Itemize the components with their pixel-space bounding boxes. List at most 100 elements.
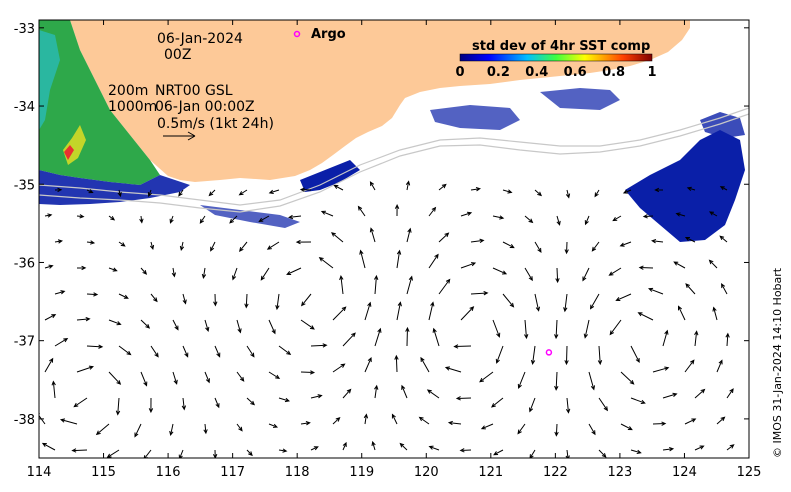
- colorbar-tick-label: 0.6: [564, 65, 587, 80]
- current-vector: [654, 187, 664, 193]
- current-vector: [638, 265, 654, 270]
- current-vector: [108, 215, 116, 221]
- current-vector: [320, 210, 334, 217]
- current-vector: [652, 421, 667, 426]
- current-vector: [86, 240, 96, 245]
- current-vector: [694, 330, 699, 347]
- lat-tick-label: -34: [14, 100, 35, 115]
- current-vector: [470, 238, 485, 244]
- lon-tick-label: 124: [672, 465, 697, 480]
- current-vector: [76, 317, 91, 322]
- current-vector: [268, 319, 276, 335]
- current-vector: [554, 319, 559, 340]
- current-vector: [246, 345, 255, 358]
- current-vector: [405, 326, 410, 347]
- current-vector: [239, 241, 248, 252]
- current-vector: [332, 417, 341, 425]
- current-vector: [204, 371, 210, 384]
- current-vector: [630, 397, 646, 404]
- lon-tick-label: 120: [414, 465, 439, 480]
- current-vector: [369, 227, 376, 243]
- current-vector: [118, 293, 129, 299]
- current-vector: [44, 213, 53, 218]
- current-vector: [171, 267, 177, 278]
- current-vector: [369, 181, 376, 191]
- current-vector: [428, 253, 439, 269]
- current-vector: [492, 267, 508, 275]
- current-vector: [438, 183, 447, 191]
- current-vector: [268, 189, 280, 194]
- current-vector: [684, 236, 696, 243]
- current-vector: [44, 357, 54, 373]
- current-vector: [214, 345, 221, 358]
- current-vector: [637, 312, 654, 321]
- current-vector: [460, 306, 475, 321]
- current-vector: [651, 238, 664, 244]
- lat-tick-label: -38: [14, 413, 35, 428]
- current-vector: [594, 189, 600, 198]
- lon-tick-label: 115: [91, 465, 116, 480]
- current-vector: [373, 274, 379, 295]
- current-vector: [371, 440, 376, 451]
- current-vector: [71, 448, 88, 453]
- current-vector: [492, 215, 505, 220]
- current-vector: [554, 423, 559, 437]
- current-vector: [310, 446, 319, 451]
- current-vector: [470, 187, 481, 192]
- current-vector: [140, 371, 148, 387]
- current-vector: [555, 267, 560, 284]
- current-vector: [244, 293, 249, 309]
- current-vector: [214, 397, 220, 409]
- current-vector: [310, 394, 323, 399]
- current-vector: [76, 265, 87, 271]
- current-vector: [300, 293, 312, 307]
- current-vector: [210, 241, 216, 252]
- lon-tick-label: 114: [27, 465, 52, 480]
- current-vector: [213, 293, 218, 307]
- colorbar-ticks: 0 0.2 0.4 0.6 0.8 1: [455, 65, 656, 80]
- current-vector-field: [39, 180, 735, 458]
- lat-tick-label: -33: [14, 22, 35, 37]
- current-vector: [591, 241, 600, 252]
- current-vector: [117, 189, 122, 198]
- current-vector: [684, 418, 697, 425]
- current-vector: [460, 262, 477, 269]
- current-vector: [708, 211, 718, 217]
- current-vector: [86, 292, 99, 297]
- current-vector: [139, 215, 144, 224]
- current-vector: [359, 249, 366, 269]
- current-vector: [493, 449, 504, 456]
- current-vector: [86, 344, 104, 349]
- lon-tick-label: 118: [285, 465, 310, 480]
- current-vector: [108, 319, 122, 326]
- current-vector: [694, 445, 705, 451]
- current-vector: [299, 187, 312, 192]
- current-vector: [246, 397, 256, 406]
- current-vector: [278, 448, 288, 453]
- colorbar-tick-label: 0.8: [602, 65, 625, 80]
- colorbar-tick-label: 0.4: [525, 65, 548, 80]
- current-vector: [332, 363, 346, 373]
- vector-scale-label: 0.5m/s (1kt 24h): [157, 116, 274, 132]
- current-vector: [364, 301, 372, 321]
- current-vector: [495, 345, 504, 364]
- colorbar-title: std dev of 4hr SST comp: [472, 39, 650, 54]
- current-vector: [524, 215, 534, 224]
- current-vector: [44, 264, 54, 269]
- current-vector: [708, 259, 718, 269]
- current-vector: [598, 397, 608, 412]
- current-vector: [203, 423, 208, 435]
- current-vector: [582, 267, 590, 282]
- lon-tick-label: 121: [478, 465, 503, 480]
- current-vector: [418, 416, 430, 425]
- current-vector: [266, 241, 280, 250]
- current-vector: [54, 290, 66, 295]
- current-vector: [428, 301, 435, 321]
- current-vector: [556, 215, 561, 226]
- current-vector: [524, 267, 533, 282]
- current-vector: [630, 449, 642, 454]
- current-vector: [394, 354, 399, 373]
- current-vector: [208, 189, 216, 197]
- current-vector: [95, 423, 110, 436]
